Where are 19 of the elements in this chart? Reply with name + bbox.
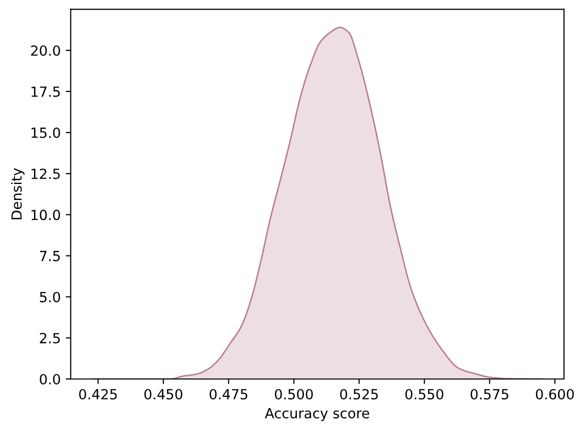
x-axis-title: Accuracy score [264,408,370,422]
x-tick-label: 0.425 [79,388,117,400]
y-tick-label: 12.5 [32,168,60,180]
y-tick-label: 2.5 [40,332,60,344]
y-tick-label: 15.0 [32,128,60,138]
y-tick-label: 10.0 [32,210,60,220]
y-tick-label: 17.5 [32,86,60,97]
x-tick-label: 0.475 [210,388,248,400]
x-tick-label: 0.550 [405,388,444,400]
y-tick-label: 5.0 [40,292,60,302]
y-tick-label: 20.0 [31,45,60,56]
x-tick-label: 0.525 [340,388,378,400]
y-tick-label: 0.0 [40,374,60,384]
x-tick-label: 0.575 [470,388,508,400]
y-tick-label: 7.5 [40,250,60,262]
y-axis-title: Density [11,168,24,220]
x-tick-label: 0.500 [274,388,313,400]
x-tick-label: 0.450 [144,388,182,400]
x-tick-label: 0.600 [536,388,574,400]
